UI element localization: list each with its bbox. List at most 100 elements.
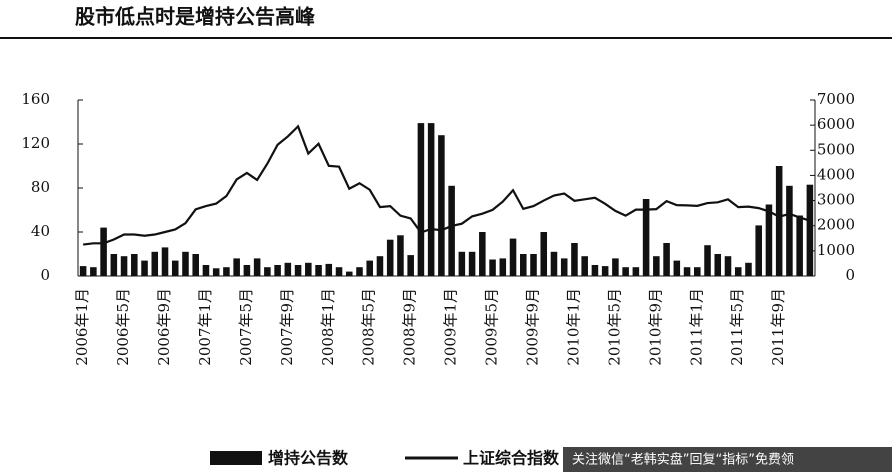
bar	[806, 184, 814, 276]
bar	[253, 258, 261, 276]
x-tick-label: 2009年1月	[442, 288, 460, 366]
x-tick-label: 2006年9月	[155, 288, 173, 366]
bar	[560, 258, 568, 276]
bar	[499, 258, 507, 276]
bar	[264, 267, 271, 276]
bar	[90, 267, 97, 276]
x-tick-label: 2011年1月	[687, 288, 705, 366]
bar	[704, 245, 711, 276]
x-tick-label: 2008年9月	[401, 288, 419, 366]
bar	[509, 238, 517, 276]
legend-swatch	[210, 451, 262, 465]
bar	[745, 262, 752, 276]
legend-label: 上证综合指数	[463, 449, 560, 468]
y2-tick-label: 0	[845, 266, 855, 284]
bar	[110, 254, 118, 276]
x-tick-label: 2010年5月	[605, 288, 623, 366]
x-tick-label: 2007年1月	[196, 288, 214, 366]
bar	[458, 251, 466, 276]
y2-tick-label: 2000	[817, 216, 855, 234]
y-tick-label: 0	[40, 266, 50, 284]
bar	[202, 265, 210, 276]
bar	[233, 258, 240, 276]
legend-label: 增持公告数	[268, 449, 349, 468]
y2-tick-label: 1000	[817, 241, 855, 259]
bar	[325, 263, 333, 276]
bar	[212, 268, 220, 276]
bar	[550, 251, 558, 276]
x-tick-label: 2008年1月	[319, 288, 337, 366]
bar	[79, 266, 87, 276]
bar	[632, 267, 640, 276]
bar	[131, 254, 138, 276]
bar	[171, 260, 179, 276]
bar	[694, 267, 701, 276]
y2-tick-label: 4000	[817, 165, 855, 183]
bar	[151, 251, 159, 276]
line	[82, 124, 811, 246]
bar	[786, 185, 793, 276]
bar	[438, 135, 445, 276]
bar	[427, 123, 435, 276]
bar	[479, 232, 486, 276]
bar	[612, 258, 619, 276]
y-tick-label: 160	[21, 90, 50, 108]
bar	[100, 227, 107, 276]
bar	[120, 256, 128, 276]
x-tick-label: 2011年5月	[728, 288, 746, 366]
bar	[663, 243, 670, 276]
bar	[468, 251, 476, 276]
y2-tick-label: 6000	[817, 115, 855, 133]
bar	[182, 251, 189, 276]
bar	[274, 265, 281, 276]
x-tick-label: 2010年9月	[646, 288, 664, 366]
bar	[489, 259, 496, 276]
y-tick-label: 120	[21, 134, 50, 152]
chart-title: 股市低点时是增持公告高峰	[75, 5, 315, 29]
bar	[540, 232, 548, 276]
bar	[653, 256, 660, 276]
watermark: 关注微信“老韩实盘”回复“指标”免费领	[572, 452, 794, 468]
bar	[284, 262, 292, 276]
bar	[734, 267, 742, 276]
x-tick-label: 2009年9月	[524, 288, 542, 366]
bar	[796, 215, 803, 276]
bar	[356, 267, 363, 276]
bar	[448, 185, 455, 276]
bar	[601, 266, 609, 276]
bar	[243, 265, 251, 276]
bar	[192, 254, 199, 276]
bar	[345, 271, 353, 276]
bar	[673, 260, 681, 276]
bar	[397, 235, 404, 276]
bar	[571, 243, 578, 276]
y2-tick-label: 5000	[817, 140, 855, 158]
bar	[294, 265, 302, 276]
bar	[519, 254, 527, 276]
bar	[724, 256, 732, 276]
x-tick-label: 2007年9月	[278, 288, 296, 366]
bar	[407, 255, 414, 276]
bar	[417, 123, 425, 276]
bar	[530, 254, 537, 276]
x-tick-label: 2010年1月	[564, 288, 582, 366]
bar	[305, 262, 312, 276]
y-tick-label: 40	[31, 222, 50, 240]
bar	[376, 256, 384, 276]
bar	[622, 267, 629, 276]
bar	[386, 239, 394, 276]
bar	[223, 267, 230, 276]
bar	[141, 260, 148, 276]
y2-tick-label: 3000	[817, 191, 855, 209]
x-tick-label: 2007年5月	[237, 288, 255, 366]
bar	[642, 199, 650, 276]
bar	[315, 265, 322, 276]
bar	[755, 225, 762, 276]
bar	[765, 204, 773, 276]
bar	[714, 254, 722, 276]
y-tick-label: 80	[31, 178, 50, 196]
x-tick-label: 2006年5月	[114, 288, 132, 366]
x-tick-label: 2009年5月	[483, 288, 501, 366]
watermark-box	[563, 447, 892, 472]
